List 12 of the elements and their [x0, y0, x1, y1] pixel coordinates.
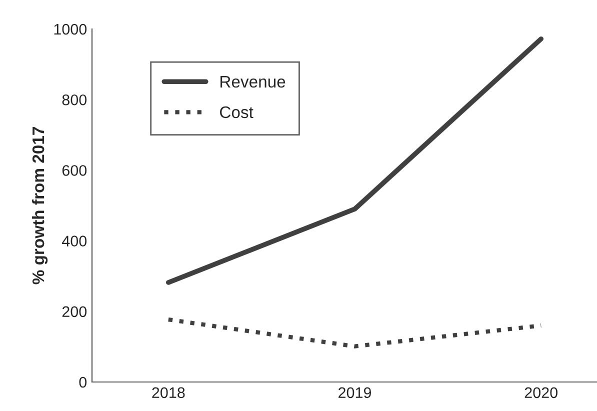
x-tick-label: 2018 [152, 387, 185, 398]
x-tick-label: 2020 [524, 387, 558, 398]
y-tick-label: 400 [62, 236, 87, 246]
legend-label: Cost [220, 106, 254, 118]
y-tick-label: 0 [79, 376, 87, 388]
y-tick-label: 200 [62, 306, 87, 318]
legend-label: Revenue [220, 76, 286, 88]
y-axis-title: % growth from 2017 [32, 127, 48, 284]
y-tick-label: 1000 [54, 24, 87, 35]
y-tick-label: 600 [62, 165, 87, 176]
x-tick-label: 2019 [338, 387, 372, 398]
y-tick-label: 800 [62, 94, 87, 106]
